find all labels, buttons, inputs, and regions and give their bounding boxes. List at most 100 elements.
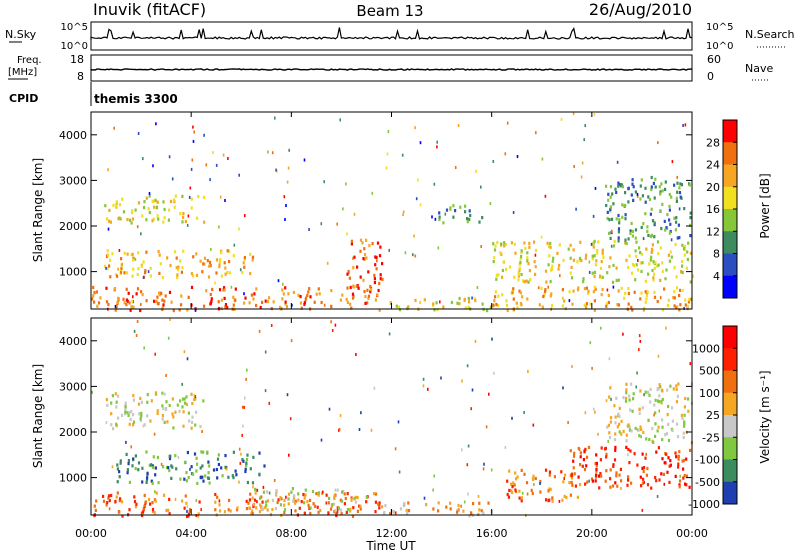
power-cell bbox=[119, 270, 123, 274]
power-cell bbox=[517, 274, 520, 278]
velocity-cell bbox=[290, 490, 293, 494]
power-colorbar-swatch bbox=[723, 142, 737, 165]
velocity-cell bbox=[303, 511, 306, 515]
velocity-cell bbox=[261, 505, 264, 510]
velocity-cell bbox=[600, 474, 603, 478]
power-cell bbox=[612, 263, 615, 267]
power-cell bbox=[651, 219, 655, 223]
velocity-colorbar-swatch bbox=[723, 392, 737, 416]
power-cell bbox=[526, 251, 529, 255]
power-cell bbox=[131, 217, 135, 221]
power-cell bbox=[438, 217, 441, 222]
power-cell bbox=[650, 247, 654, 251]
power-cell bbox=[592, 241, 595, 245]
power-cell bbox=[635, 254, 638, 258]
velocity-cell bbox=[595, 453, 598, 457]
velocity-cell bbox=[627, 447, 630, 452]
velocity-cell bbox=[138, 412, 141, 416]
power-colorbar-label: Power [dB] bbox=[758, 173, 772, 238]
power-cell bbox=[489, 202, 492, 205]
velocity-cell bbox=[548, 473, 551, 477]
velocity-cell bbox=[352, 506, 355, 510]
velocity-colorbar-swatch bbox=[723, 459, 737, 483]
velocity-cell bbox=[202, 399, 205, 403]
power-cell bbox=[157, 250, 160, 254]
velocity-cell bbox=[166, 420, 169, 424]
velocity-cell bbox=[478, 501, 481, 505]
velocity-cell bbox=[148, 463, 151, 467]
power-cell bbox=[529, 278, 532, 282]
power-cell bbox=[511, 290, 514, 294]
velocity-cell bbox=[608, 431, 611, 435]
velocity-cell bbox=[681, 416, 684, 420]
power-cell bbox=[650, 207, 653, 211]
velocity-cell bbox=[189, 508, 192, 512]
velocity-colorbar-tick-label: 1000 bbox=[692, 342, 720, 355]
power-cell bbox=[166, 256, 169, 260]
power-cell bbox=[679, 182, 682, 186]
power-cell bbox=[267, 296, 271, 300]
power-colorbar-swatch bbox=[723, 209, 737, 232]
velocity-cell bbox=[609, 485, 612, 489]
power-cell bbox=[611, 229, 613, 233]
power-cell bbox=[149, 266, 152, 270]
velocity-cell bbox=[641, 466, 644, 470]
power-cell bbox=[130, 221, 133, 225]
velocity-cell bbox=[162, 407, 165, 411]
velocity-cell bbox=[118, 475, 121, 479]
power-cell bbox=[501, 293, 504, 297]
power-cell bbox=[519, 260, 522, 264]
velocity-cell bbox=[293, 494, 296, 498]
velocity-cell bbox=[168, 403, 171, 408]
power-cell bbox=[544, 194, 547, 198]
velocity-cell bbox=[520, 496, 523, 500]
velocity-cell bbox=[264, 350, 267, 354]
power-cell bbox=[313, 300, 316, 304]
power-cell bbox=[126, 299, 129, 303]
velocity-cell bbox=[658, 394, 661, 398]
power-cell bbox=[419, 203, 422, 207]
velocity-cell bbox=[241, 405, 244, 409]
power-cell bbox=[192, 139, 195, 143]
velocity-cell bbox=[689, 362, 692, 366]
power-cell bbox=[131, 274, 134, 278]
velocity-cell bbox=[675, 455, 678, 459]
power-cell bbox=[364, 301, 367, 305]
power-cell bbox=[152, 164, 154, 168]
velocity-cell bbox=[521, 491, 524, 495]
velocity-cell bbox=[126, 468, 129, 472]
power-cell bbox=[572, 289, 575, 293]
power-cell bbox=[244, 214, 246, 218]
velocity-cell bbox=[279, 503, 282, 507]
power-cell bbox=[132, 305, 135, 309]
power-cell bbox=[621, 215, 624, 219]
velocity-cell bbox=[194, 423, 197, 427]
velocity-cell bbox=[339, 508, 343, 512]
power-cell bbox=[137, 267, 140, 271]
velocity-cell bbox=[164, 392, 166, 396]
velocity-cell bbox=[595, 467, 598, 471]
power-cell bbox=[668, 218, 671, 222]
velocity-cell bbox=[579, 455, 582, 459]
power-cell bbox=[673, 216, 676, 220]
power-cell bbox=[688, 298, 691, 302]
power-colorbar-swatch bbox=[723, 186, 737, 210]
velocity-cell bbox=[506, 479, 509, 483]
power-cell bbox=[664, 180, 667, 184]
power-cell bbox=[106, 266, 109, 271]
velocity-cell bbox=[232, 450, 235, 454]
velocity-cell bbox=[111, 465, 114, 469]
power-cell bbox=[214, 281, 216, 285]
power-cell bbox=[492, 260, 495, 264]
velocity-cell bbox=[422, 377, 425, 381]
velocity-cell bbox=[134, 454, 137, 458]
velocity-cell bbox=[196, 481, 199, 485]
power-cell bbox=[688, 223, 692, 227]
power-cell bbox=[676, 236, 679, 240]
power-cell bbox=[680, 270, 683, 274]
velocity-cell bbox=[678, 483, 681, 487]
power-cell bbox=[584, 124, 586, 128]
velocity-cell bbox=[638, 407, 641, 411]
velocity-cell bbox=[551, 499, 554, 503]
velocity-cell bbox=[678, 450, 681, 454]
